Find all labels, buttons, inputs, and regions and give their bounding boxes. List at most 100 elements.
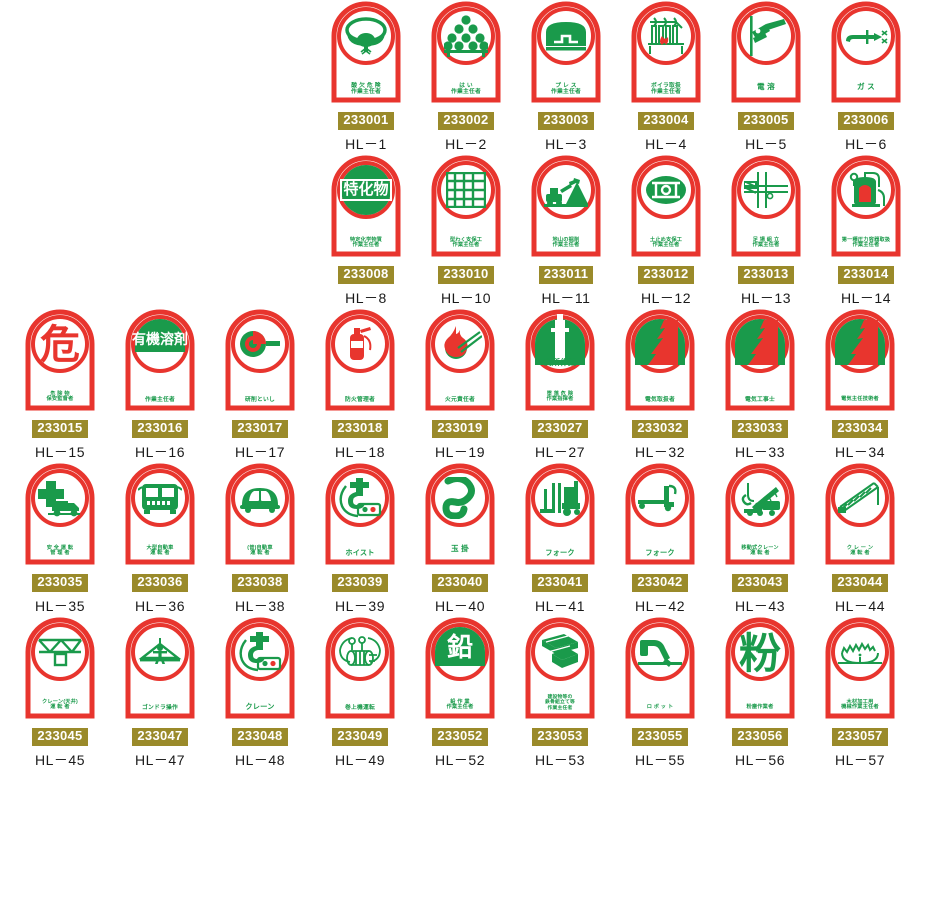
helmet-sticker-badge[interactable]: 土止め支保工 作業主任者	[630, 154, 702, 258]
helmet-sticker-badge[interactable]: クレーン(天井) 運 転 者	[24, 616, 96, 720]
sticker-row: 危危 険 物保安監督者 233015 HL－15 有機 溶剤 作業主任者 233016 HL－…	[0, 308, 950, 462]
helmet-sticker-badge[interactable]: 酸 欠 危 険作業主任者	[330, 0, 402, 104]
product-code: 233042	[632, 573, 688, 592]
helmet-sticker-badge[interactable]: 第一種圧力容器取扱 作業主任者	[830, 154, 902, 258]
sticker-cell[interactable]: 土止め支保工 作業主任者 233012 HL－12	[616, 154, 716, 308]
sticker-cell[interactable]: 型わく支保工 作業主任者 233010 HL－10	[416, 154, 516, 308]
sticker-cell[interactable]: 火元責任者 233019 HL－19	[410, 308, 510, 462]
sticker-cell[interactable]: フォーク 233041 HL－41	[510, 462, 610, 616]
sticker-cell[interactable]: 鉛鉛 作 業作業主任者 233052 HL－52	[410, 616, 510, 770]
sticker-cell[interactable]: 玉 掛 233040 HL－40	[410, 462, 510, 616]
helmet-sticker-badge[interactable]: 高所作業墜 落 危 険作業指揮者	[524, 308, 596, 412]
helmet-sticker-badge[interactable]: 研削といし	[224, 308, 296, 412]
helmet-sticker-badge[interactable]: 大型自動車運 転 者	[124, 462, 196, 566]
helmet-sticker-badge[interactable]: 木材加工用 機械作業主任者	[824, 616, 896, 720]
helmet-sticker-badge[interactable]: 型わく支保工 作業主任者	[430, 154, 502, 258]
helmet-sticker-badge[interactable]: 鉛鉛 作 業作業主任者	[424, 616, 496, 720]
product-code: 233019	[432, 419, 488, 438]
sticker-cell[interactable]: 地山の掘削 作業主任者 233011 HL－11	[516, 154, 616, 308]
helmet-sticker-badge[interactable]: ロ ボ ッ ト	[624, 616, 696, 720]
sticker-cell[interactable]: 電気主任技術者 233034 HL－34	[810, 308, 910, 462]
model-number: HL－33	[735, 443, 785, 460]
helmet-sticker-badge[interactable]: クレーン	[224, 616, 296, 720]
sticker-cell[interactable]: 電気取扱者 233032 HL－32	[610, 308, 710, 462]
helmet-sticker-badge[interactable]: 玉 掛	[424, 462, 496, 566]
product-code: 233044	[832, 573, 888, 592]
product-code: 233048	[232, 727, 288, 746]
model-number: HL－42	[635, 597, 685, 614]
sticker-cell[interactable]: 第一種圧力容器取扱 作業主任者 233014 HL－14	[816, 154, 916, 308]
helmet-sticker-badge[interactable]: 電 溶	[730, 0, 802, 104]
sticker-cell[interactable]: 危危 険 物保安監督者 233015 HL－15	[10, 308, 110, 462]
model-number: HL－38	[235, 597, 285, 614]
helmet-sticker-badge[interactable]: 火元責任者	[424, 308, 496, 412]
model-number: HL－2	[445, 135, 487, 152]
helmet-sticker-badge[interactable]: 特化物 特定化学物質 作業主任者	[330, 154, 402, 258]
helmet-sticker-badge[interactable]: プ レ ス作業主任者	[530, 0, 602, 104]
sticker-cell[interactable]: 有機 溶剤 作業主任者 233016 HL－16	[110, 308, 210, 462]
helmet-sticker-badge[interactable]: 移動式クレーン運 転 者	[724, 462, 796, 566]
helmet-sticker-badge[interactable]: 電気主任技術者	[824, 308, 896, 412]
model-number: HL－18	[335, 443, 385, 460]
product-code: 233056	[732, 727, 788, 746]
helmet-sticker-badge[interactable]: フォーク	[624, 462, 696, 566]
sticker-cell[interactable]: 電気工事士 233033 HL－33	[710, 308, 810, 462]
model-number: HL－49	[335, 751, 385, 768]
helmet-sticker-badge[interactable]: ガ ス	[830, 0, 902, 104]
sticker-cell[interactable]: ロ ボ ッ ト 233055 HL－55	[610, 616, 710, 770]
model-number: HL－14	[841, 289, 891, 306]
helmet-sticker-badge[interactable]: 建設物等の 鉄骨組立て等 作業主任者	[524, 616, 596, 720]
sticker-cell[interactable]: 特化物 特定化学物質 作業主任者 233008 HL－8	[316, 154, 416, 308]
helmet-sticker-badge[interactable]: 電気取扱者	[624, 308, 696, 412]
sticker-cell[interactable]: 研削といし 233017 HL－17	[210, 308, 310, 462]
sticker-cell[interactable]: 木材加工用 機械作業主任者 233057 HL－57	[810, 616, 910, 770]
sticker-cell[interactable]: 高所作業墜 落 危 険作業指揮者 233027 HL－27	[510, 308, 610, 462]
product-code: 233013	[738, 265, 794, 284]
helmet-sticker-badge[interactable]: ボイラ取扱 作業主任者	[630, 0, 702, 104]
helmet-sticker-badge[interactable]: 巻上機運転	[324, 616, 396, 720]
sticker-cell[interactable]: 足 場 組 立作業主任者 233013 HL－13	[716, 154, 816, 308]
sticker-cell[interactable]: 移動式クレーン運 転 者 233043 HL－43	[710, 462, 810, 616]
helmet-sticker-badge[interactable]: 粉粉塵作業者	[724, 616, 796, 720]
helmet-sticker-badge[interactable]: は い作業主任者	[430, 0, 502, 104]
helmet-sticker-badge[interactable]: 足 場 組 立作業主任者	[730, 154, 802, 258]
sticker-cell[interactable]: (普)自動車運 転 者 233038 HL－38	[210, 462, 310, 616]
helmet-sticker-badge[interactable]: フォーク	[524, 462, 596, 566]
sticker-cell[interactable]: ク レ ー ン運 転 者 233044 HL－44	[810, 462, 910, 616]
model-number: HL－36	[135, 597, 185, 614]
helmet-sticker-badge[interactable]: 有機 溶剤 作業主任者	[124, 308, 196, 412]
helmet-sticker-badge[interactable]: 防火管理者	[324, 308, 396, 412]
sticker-cell[interactable]: 酸 欠 危 険作業主任者 233001 HL－1	[316, 0, 416, 154]
product-code: 233034	[832, 419, 888, 438]
sticker-cell[interactable]: フォーク 233042 HL－42	[610, 462, 710, 616]
helmet-sticker-badge[interactable]: (普)自動車運 転 者	[224, 462, 296, 566]
sticker-cell[interactable]: 安 全 運 転管 理 者 233035 HL－35	[10, 462, 110, 616]
sticker-cell[interactable]: ゴンドラ操作 233047 HL－47	[110, 616, 210, 770]
sticker-cell[interactable]: ガ ス 233006 HL－6	[816, 0, 916, 154]
product-code: 233027	[532, 419, 588, 438]
helmet-sticker-badge[interactable]: ゴンドラ操作	[124, 616, 196, 720]
product-code: 233006	[838, 112, 894, 130]
sticker-cell[interactable]: クレーン 233048 HL－48	[210, 616, 310, 770]
sticker-cell[interactable]: プ レ ス作業主任者 233003 HL－3	[516, 0, 616, 154]
helmet-sticker-badge[interactable]: 電気工事士	[724, 308, 796, 412]
helmet-sticker-badge[interactable]: 安 全 運 転管 理 者	[24, 462, 96, 566]
sticker-cell[interactable]: ホイスト 233039 HL－39	[310, 462, 410, 616]
sticker-cell[interactable]: 大型自動車運 転 者 233036 HL－36	[110, 462, 210, 616]
helmet-sticker-badge[interactable]: 地山の掘削 作業主任者	[530, 154, 602, 258]
helmet-sticker-badge[interactable]: ホイスト	[324, 462, 396, 566]
helmet-sticker-badge[interactable]: 危危 険 物保安監督者	[24, 308, 96, 412]
sticker-cell[interactable]: クレーン(天井) 運 転 者 233045 HL－45	[10, 616, 110, 770]
model-number: HL－6	[845, 135, 887, 152]
model-number: HL－1	[345, 135, 387, 152]
sticker-cell[interactable]: 粉粉塵作業者 233056 HL－56	[710, 616, 810, 770]
sticker-cell[interactable]: は い作業主任者 233002 HL－2	[416, 0, 516, 154]
sticker-cell[interactable]: ボイラ取扱 作業主任者 233004 HL－4	[616, 0, 716, 154]
sticker-cell[interactable]: 建設物等の 鉄骨組立て等 作業主任者 233053 HL－53	[510, 616, 610, 770]
product-code: 233043	[732, 573, 788, 592]
sticker-cell[interactable]: 巻上機運転 233049 HL－49	[310, 616, 410, 770]
helmet-sticker-badge[interactable]: ク レ ー ン運 転 者	[824, 462, 896, 566]
model-number: HL－8	[345, 289, 387, 306]
sticker-cell[interactable]: 電 溶 233005 HL－5	[716, 0, 816, 154]
sticker-cell[interactable]: 防火管理者 233018 HL－18	[310, 308, 410, 462]
